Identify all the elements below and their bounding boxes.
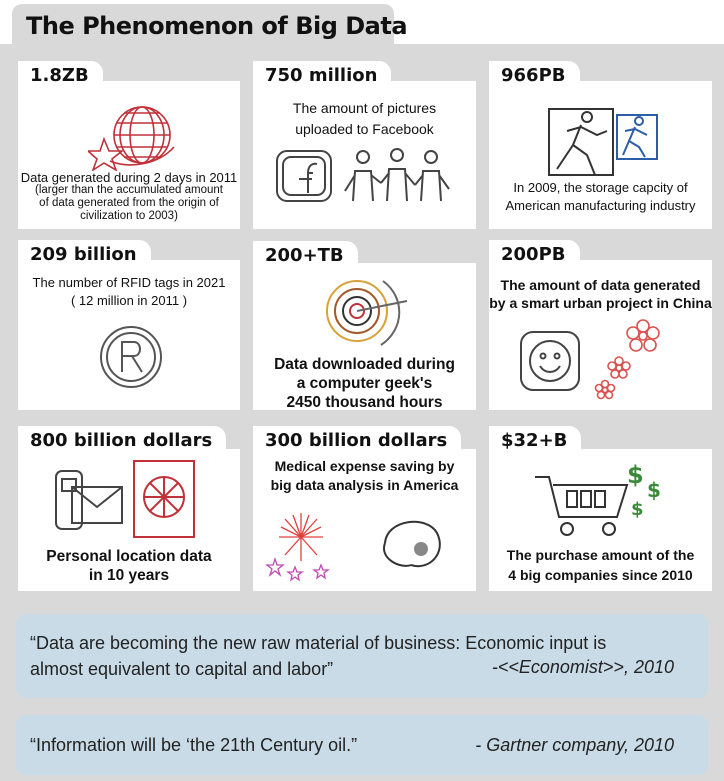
title-tab — [12, 4, 394, 50]
quote-text: “Information will be ‘the 21th Century o… — [30, 735, 358, 755]
stat-value-tag: 200PB — [489, 240, 580, 270]
quote-box: “Data are becoming the new raw material … — [16, 614, 708, 698]
facebook-people-icon — [275, 143, 465, 213]
stat-description: The purchase amount of the 4 big compani… — [506, 547, 695, 583]
stat-card: Medical expense saving by big data analy… — [253, 449, 476, 591]
registered-mark-icon — [96, 322, 166, 396]
stat-card: In 2009, the storage capcity of American… — [489, 81, 712, 229]
stat-description: Data generated during 2 days in 2011 (la… — [20, 170, 238, 222]
globe-star-icon — [85, 103, 182, 175]
stat-value-tag: $32+B — [489, 426, 582, 456]
running-figures-icon — [547, 105, 663, 183]
stat-card: The amount of pictures uploaded to Faceb… — [253, 81, 476, 229]
stat-description: Data downloaded during a computer geek's… — [274, 356, 455, 411]
stat-description: In 2009, the storage capcity of American… — [505, 180, 696, 213]
stat-card: The number of RFID tags in 2021 ( 12 mil… — [18, 260, 240, 410]
quote-source: -<<Economist>>, 2010 — [491, 657, 674, 677]
quote-box: “Information will be ‘the 21th Century o… — [16, 715, 708, 775]
stat-card: $ $ $ The purchase amount of the 4 big c… — [489, 449, 712, 591]
stat-value-tag: 300 billion dollars — [253, 426, 462, 456]
stat-value-tag: 750 million — [253, 61, 392, 91]
stat-description: The amount of pictures uploaded to Faceb… — [292, 100, 437, 137]
quote-source: - Gartner company, 2010 — [475, 735, 674, 755]
stat-value-tag: 800 billion dollars — [18, 426, 227, 456]
stat-value-tag: 200+TB — [253, 241, 358, 271]
svg-text:$: $ — [631, 499, 644, 520]
shopping-cart-dollar-icon: $ $ $ — [531, 457, 681, 545]
stat-description: The amount of data generated by a smart … — [489, 277, 712, 311]
stat-description: The number of RFID tags in 2021 ( 12 mil… — [32, 275, 226, 308]
quote-text: “Data are becoming the new raw material … — [30, 633, 607, 679]
stat-card: Personal location data in 10 years — [18, 449, 240, 591]
svg-text:$: $ — [647, 478, 661, 502]
page-title: The Phenomenon of Big Data — [26, 12, 408, 40]
stat-description: Personal location data in 10 years — [46, 548, 212, 584]
phone-mail-icon — [52, 457, 202, 545]
stat-value-tag: 1.8ZB — [18, 61, 103, 91]
target-spiral-icon — [313, 273, 413, 357]
stat-value-tag: 209 billion — [18, 240, 151, 270]
stat-card: Data downloaded during a computer geek's… — [253, 263, 476, 411]
stat-value-tag: 966PB — [489, 61, 580, 91]
smiley-flowers-icon — [519, 316, 679, 408]
stethoscope-fireworks-icon — [261, 509, 471, 593]
stat-card: The amount of data generated by a smart … — [489, 260, 712, 410]
stat-card: Data generated during 2 days in 2011 (la… — [18, 81, 240, 229]
svg-text:$: $ — [627, 461, 644, 489]
stat-description: Medical expense saving by big data analy… — [270, 458, 459, 493]
